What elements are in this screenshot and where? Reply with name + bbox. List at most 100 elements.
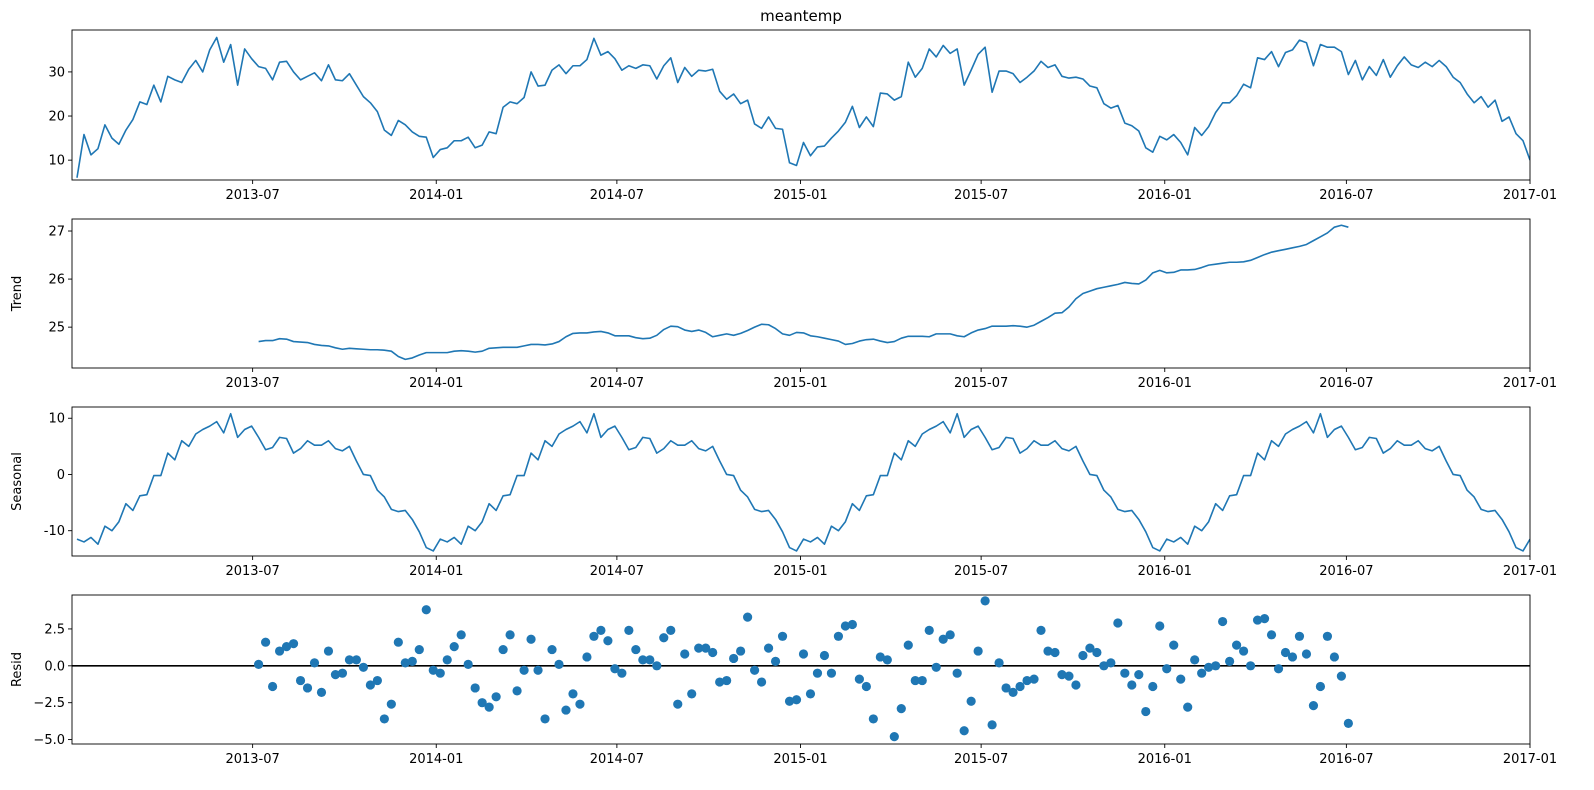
resid-point bbox=[959, 726, 969, 736]
x-tick-label: 2016-01 bbox=[1138, 188, 1192, 203]
resid-point bbox=[1141, 706, 1151, 717]
resid-point bbox=[896, 703, 906, 714]
resid-point bbox=[1001, 683, 1011, 693]
resid-point bbox=[582, 652, 592, 662]
x-tick-label: 2013-07 bbox=[225, 564, 279, 579]
resid-point bbox=[1245, 661, 1256, 671]
resid-point bbox=[1029, 674, 1039, 684]
resid-point bbox=[722, 675, 732, 686]
x-tick-label: 2014-01 bbox=[409, 376, 463, 391]
resid-point bbox=[1252, 615, 1263, 625]
resid-point bbox=[715, 677, 725, 687]
resid-point bbox=[561, 705, 571, 715]
resid-point bbox=[526, 634, 536, 644]
x-tick-label: 2013-07 bbox=[225, 752, 279, 767]
resid-point bbox=[861, 681, 871, 692]
resid-point bbox=[868, 714, 878, 724]
resid-point bbox=[491, 692, 501, 702]
resid-point bbox=[1308, 701, 1319, 711]
y-tick-label: 2.5 bbox=[44, 622, 65, 637]
resid-point bbox=[351, 655, 362, 665]
resid-point bbox=[302, 683, 313, 693]
resid-point bbox=[267, 681, 278, 692]
x-tick-label: 2015-01 bbox=[773, 752, 827, 767]
resid-point bbox=[743, 612, 753, 622]
resid-point bbox=[337, 668, 348, 678]
resid-point bbox=[1134, 670, 1144, 680]
resid-point bbox=[1218, 616, 1228, 627]
seasonal-axes-frame bbox=[71, 406, 1531, 557]
resid-point bbox=[1273, 664, 1284, 674]
resid-point bbox=[645, 655, 655, 665]
resid-point bbox=[568, 689, 578, 699]
x-tick-label: 2015-01 bbox=[773, 188, 827, 203]
x-tick-label: 2013-07 bbox=[225, 376, 279, 391]
x-tick-label: 2014-07 bbox=[590, 564, 644, 579]
resid-point bbox=[484, 702, 494, 712]
resid-point bbox=[533, 665, 543, 675]
resid-point bbox=[477, 698, 487, 708]
resid-point bbox=[547, 644, 557, 655]
y-tick-label: 27 bbox=[48, 225, 65, 240]
resid-point bbox=[1064, 671, 1074, 681]
resid-point bbox=[512, 686, 522, 696]
meantemp-series-line bbox=[76, 36, 1530, 178]
resid-point bbox=[973, 646, 983, 656]
resid-point bbox=[1071, 680, 1081, 690]
resid-point bbox=[470, 683, 480, 693]
y-axis-label: Resid bbox=[10, 652, 25, 687]
resid-point bbox=[295, 675, 306, 686]
x-tick-label: 2015-01 bbox=[773, 376, 827, 391]
resid-point bbox=[1343, 718, 1353, 728]
y-tick-label: 0 bbox=[57, 468, 65, 483]
resid-point bbox=[729, 653, 739, 664]
resid-point bbox=[945, 630, 955, 640]
y-tick-label: 20 bbox=[48, 110, 65, 125]
resid-point bbox=[1336, 671, 1346, 681]
resid-point bbox=[784, 696, 795, 706]
trend-panel: 2013-07 2014-01 2014-07 2015-01 2015-07 2016-… bbox=[10, 218, 1557, 391]
resid-point bbox=[791, 695, 802, 705]
y-axis-label: Trend bbox=[10, 276, 25, 313]
resid-point bbox=[673, 699, 683, 709]
resid-point bbox=[1294, 631, 1305, 641]
resid-point bbox=[903, 640, 913, 650]
resid-point bbox=[365, 680, 375, 690]
resid-data bbox=[72, 596, 1530, 742]
meantemp-data bbox=[76, 36, 1530, 178]
resid-point bbox=[659, 633, 669, 643]
x-tick-label: 2015-01 bbox=[773, 564, 827, 579]
resid-point bbox=[819, 650, 830, 661]
resid-point bbox=[1204, 662, 1214, 672]
resid-point bbox=[344, 655, 355, 665]
x-tick-label: 2014-07 bbox=[590, 752, 644, 767]
resid-point bbox=[917, 675, 927, 686]
resid-point bbox=[826, 668, 837, 678]
meantemp-axes-frame bbox=[71, 29, 1531, 181]
y-tick-label: 30 bbox=[48, 65, 65, 80]
resid-point bbox=[323, 646, 334, 656]
x-tick-label: 2015-07 bbox=[954, 188, 1008, 203]
resid-point bbox=[889, 732, 899, 742]
x-tick-label: 2016-01 bbox=[1138, 564, 1192, 579]
x-tick-label: 2017-01 bbox=[1503, 752, 1557, 767]
resid-point bbox=[736, 646, 746, 656]
resid-point bbox=[854, 674, 864, 684]
trend-series-line bbox=[258, 224, 1349, 361]
y-tick-label: 25 bbox=[48, 321, 65, 336]
resid-point bbox=[1155, 621, 1165, 631]
trend-data bbox=[258, 224, 1349, 361]
x-tick-label: 2016-07 bbox=[1319, 376, 1373, 391]
resid-point bbox=[442, 655, 452, 665]
resid-point bbox=[274, 646, 285, 656]
resid-point bbox=[652, 661, 662, 671]
resid-point bbox=[1120, 668, 1130, 678]
resid-point bbox=[1008, 687, 1018, 697]
resid-point bbox=[987, 720, 997, 730]
resid-point bbox=[1183, 702, 1193, 712]
resid-point bbox=[1287, 652, 1298, 662]
resid-point bbox=[414, 644, 424, 655]
x-tick-label: 2017-01 bbox=[1503, 564, 1557, 579]
resid-point bbox=[1078, 650, 1088, 661]
resid-point bbox=[812, 668, 823, 678]
